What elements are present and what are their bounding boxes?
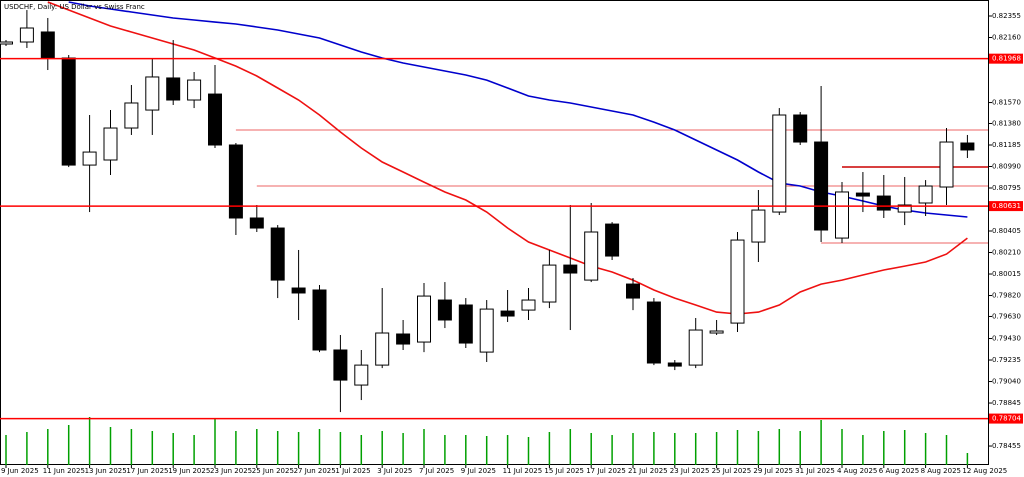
y-tick-label: 0.78845 — [992, 399, 1021, 407]
candle-body — [667, 362, 682, 367]
y-tick-label: 0.79630 — [992, 312, 1021, 320]
candle-body — [103, 127, 118, 161]
candle-body — [312, 289, 327, 351]
candle-body — [249, 217, 264, 229]
candle-body — [730, 239, 745, 324]
candle-body — [270, 227, 285, 281]
y-tick-label: 0.79040 — [992, 378, 1021, 386]
candle-body — [584, 231, 599, 281]
candle-body — [145, 76, 160, 111]
x-tick-label: 7 Jul 2025 — [419, 467, 454, 475]
y-tick-label: 0.78455 — [992, 442, 1021, 450]
level-label: 0.78704 — [992, 415, 1021, 423]
chart-title: USDCHF, Daily: US Dollar vs Swiss Franc — [4, 3, 145, 11]
y-tick-label: 0.79235 — [992, 356, 1021, 364]
candle-body — [709, 330, 724, 334]
candle-body — [876, 195, 891, 211]
y-tick-label: 0.82160 — [992, 33, 1021, 41]
x-tick-label: 6 Aug 2025 — [879, 467, 919, 475]
x-tick-label: 11 Jun 2025 — [43, 467, 85, 475]
y-tick-label: 0.80210 — [992, 249, 1021, 257]
candle-body — [939, 141, 954, 188]
candle-body — [688, 329, 703, 366]
candle-body — [542, 264, 557, 303]
candle-body — [626, 283, 640, 299]
x-tick-label: 19 Jun 2025 — [168, 467, 210, 475]
level-label: 0.81968 — [992, 55, 1021, 63]
candle-body — [793, 114, 808, 143]
candle-body — [646, 301, 661, 364]
candle-body — [897, 204, 912, 213]
x-tick-label: 23 Jun 2025 — [210, 467, 252, 475]
x-tick-label: 21 Jul 2025 — [628, 467, 668, 475]
x-tick-label: 3 Jul 2025 — [377, 467, 412, 475]
candle-body — [187, 79, 202, 101]
x-tick-label: 9 Jun 2025 — [1, 467, 39, 475]
candle-body — [124, 102, 139, 129]
x-tick-label: 9 Jul 2025 — [461, 467, 496, 475]
y-tick-label: 0.80405 — [992, 227, 1021, 235]
candle-body — [61, 57, 76, 166]
x-tick-label: 25 Jun 2025 — [252, 467, 294, 475]
candle-body — [0, 41, 13, 45]
x-tick-label: 29 Jul 2025 — [753, 467, 793, 475]
candle-body — [354, 364, 369, 386]
candle-body — [40, 31, 55, 59]
candle-body — [918, 185, 933, 204]
x-tick-label: 12 Aug 2025 — [962, 467, 1007, 475]
candle-body — [19, 27, 34, 43]
level-tag — [989, 53, 1023, 64]
candle-body — [772, 114, 787, 213]
x-tick-label: 8 Aug 2025 — [921, 467, 961, 475]
candle-body — [417, 295, 431, 343]
level-tag — [989, 201, 1023, 212]
x-tick-label: 15 Jul 2025 — [544, 467, 584, 475]
x-tick-label: 27 Jun 2025 — [294, 467, 336, 475]
candle-body — [479, 308, 494, 353]
candle-body — [521, 299, 536, 311]
y-tick-label: 0.79430 — [992, 335, 1021, 343]
candle-body — [751, 209, 766, 243]
candle-body — [333, 349, 348, 381]
candle-body — [960, 142, 975, 151]
candle-body — [563, 264, 578, 274]
x-tick-label: 31 Jul 2025 — [795, 467, 835, 475]
candle-body — [458, 304, 473, 344]
candle-body — [291, 287, 306, 294]
y-tick-label: 0.79820 — [992, 292, 1021, 300]
candle-body — [605, 223, 620, 257]
candle-body — [855, 192, 870, 197]
y-tick-label: 0.81185 — [992, 141, 1021, 149]
level-tag — [989, 413, 1023, 424]
x-tick-label: 13 Jun 2025 — [85, 467, 127, 475]
y-tick-label: 0.80015 — [992, 270, 1021, 278]
candle-body — [835, 191, 849, 239]
candle-body — [375, 332, 390, 366]
y-tick-label: 0.81380 — [992, 120, 1021, 128]
candle-body — [814, 141, 829, 231]
y-tick-label: 0.80990 — [992, 163, 1021, 171]
level-label: 0.80631 — [992, 202, 1021, 210]
candle-body — [82, 151, 97, 166]
x-tick-label: 1 Jul 2025 — [335, 467, 370, 475]
candle-body — [500, 310, 515, 317]
candle-body — [437, 299, 452, 321]
y-tick-label: 0.82355 — [992, 12, 1021, 20]
candle-body — [396, 333, 411, 345]
plot-frame — [0, 0, 989, 465]
candle-body — [166, 77, 181, 101]
x-tick-label: 25 Jul 2025 — [712, 467, 752, 475]
x-tick-label: 4 Aug 2025 — [837, 467, 877, 475]
x-tick-label: 17 Jun 2025 — [126, 467, 168, 475]
x-tick-label: 11 Jul 2025 — [503, 467, 543, 475]
moving-average — [47, 1, 968, 315]
y-tick-label: 0.81570 — [992, 99, 1021, 107]
candle-body — [208, 93, 222, 146]
x-tick-label: 17 Jul 2025 — [586, 467, 626, 475]
x-tick-label: 23 Jul 2025 — [670, 467, 710, 475]
candle-body — [228, 144, 243, 219]
y-tick-label: 0.80795 — [992, 184, 1021, 192]
